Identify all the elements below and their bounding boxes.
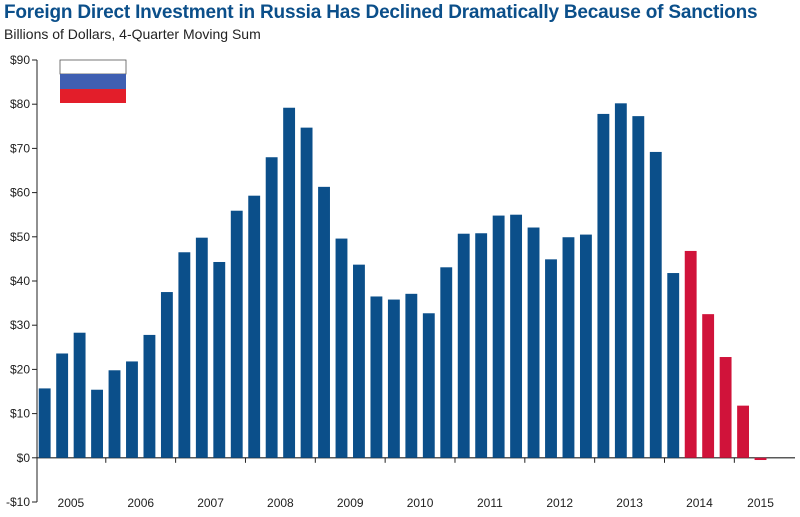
bar <box>614 103 627 458</box>
bar <box>510 214 523 458</box>
bars <box>38 103 767 461</box>
bar <box>597 113 610 458</box>
bar <box>440 267 453 458</box>
y-tick-label: $30 <box>10 318 30 332</box>
y-tick-label: $10 <box>10 407 30 421</box>
bar <box>667 273 680 458</box>
x-year-label: 2013 <box>616 496 643 510</box>
x-year-label: 2015 <box>747 496 774 510</box>
bar <box>230 210 243 458</box>
x-year-label: 2008 <box>267 496 294 510</box>
bar <box>73 332 86 458</box>
chart-subtitle: Billions of Dollars, 4-Quarter Moving Su… <box>4 26 261 42</box>
bar <box>56 353 69 458</box>
bar <box>248 195 261 458</box>
bar <box>719 357 732 458</box>
chart-title: Foreign Direct Investment in Russia Has … <box>4 2 758 23</box>
bar <box>91 389 103 458</box>
bar <box>213 261 226 458</box>
bar <box>405 293 418 458</box>
y-axis: -$10 $0 $10 $20 $30 $40 $50 $60 $70 $80 $90 <box>6 53 38 509</box>
x-year-label: 2012 <box>546 496 573 510</box>
flag-red-stripe <box>60 89 126 103</box>
bar <box>702 314 715 458</box>
bar <box>38 388 51 458</box>
bar <box>160 292 173 458</box>
bar <box>265 157 278 458</box>
bar <box>737 405 749 458</box>
bar <box>492 215 505 458</box>
bar <box>545 259 557 458</box>
bar <box>457 233 470 458</box>
bar <box>754 457 767 461</box>
bar <box>370 296 383 458</box>
y-tick-label: $20 <box>10 362 30 376</box>
bar <box>579 234 592 458</box>
y-tick-label: $0 <box>17 451 31 465</box>
flag-blue-stripe <box>60 74 126 89</box>
bar <box>283 107 296 458</box>
bar <box>108 370 121 458</box>
bar <box>562 237 575 458</box>
y-tick-label: $90 <box>10 53 30 67</box>
bar <box>178 252 191 458</box>
y-tick-label: $60 <box>10 186 30 200</box>
bar <box>475 233 488 458</box>
bar <box>126 361 138 458</box>
x-year-label: 2007 <box>197 496 224 510</box>
x-year-label: 2009 <box>337 496 364 510</box>
x-year-label: 2010 <box>407 496 434 510</box>
bar <box>300 127 313 458</box>
bar <box>684 250 697 458</box>
bar <box>143 334 156 458</box>
bar <box>649 151 662 458</box>
y-tick-label: $40 <box>10 274 30 288</box>
bar <box>422 313 435 458</box>
x-year-label: 2011 <box>477 496 503 510</box>
x-year-label: 2006 <box>127 496 154 510</box>
y-tick-label: $70 <box>10 141 30 155</box>
bar <box>632 116 645 458</box>
y-tick-label: $80 <box>10 97 30 111</box>
russia-flag-icon <box>59 59 127 103</box>
x-axis: 2005 2006 2007 2008 2009 2010 2011 2012 2013 2014… <box>37 457 795 510</box>
x-year-label: 2005 <box>58 496 85 510</box>
bar <box>195 237 208 458</box>
bar <box>387 299 400 458</box>
y-tick-label: $50 <box>10 230 30 244</box>
bar <box>335 238 348 458</box>
flag-white-stripe <box>59 59 127 75</box>
y-tick-label: -$10 <box>6 495 30 509</box>
bar <box>318 186 330 458</box>
x-year-label: 2014 <box>686 496 713 510</box>
bar <box>353 264 365 458</box>
bar <box>527 227 540 458</box>
